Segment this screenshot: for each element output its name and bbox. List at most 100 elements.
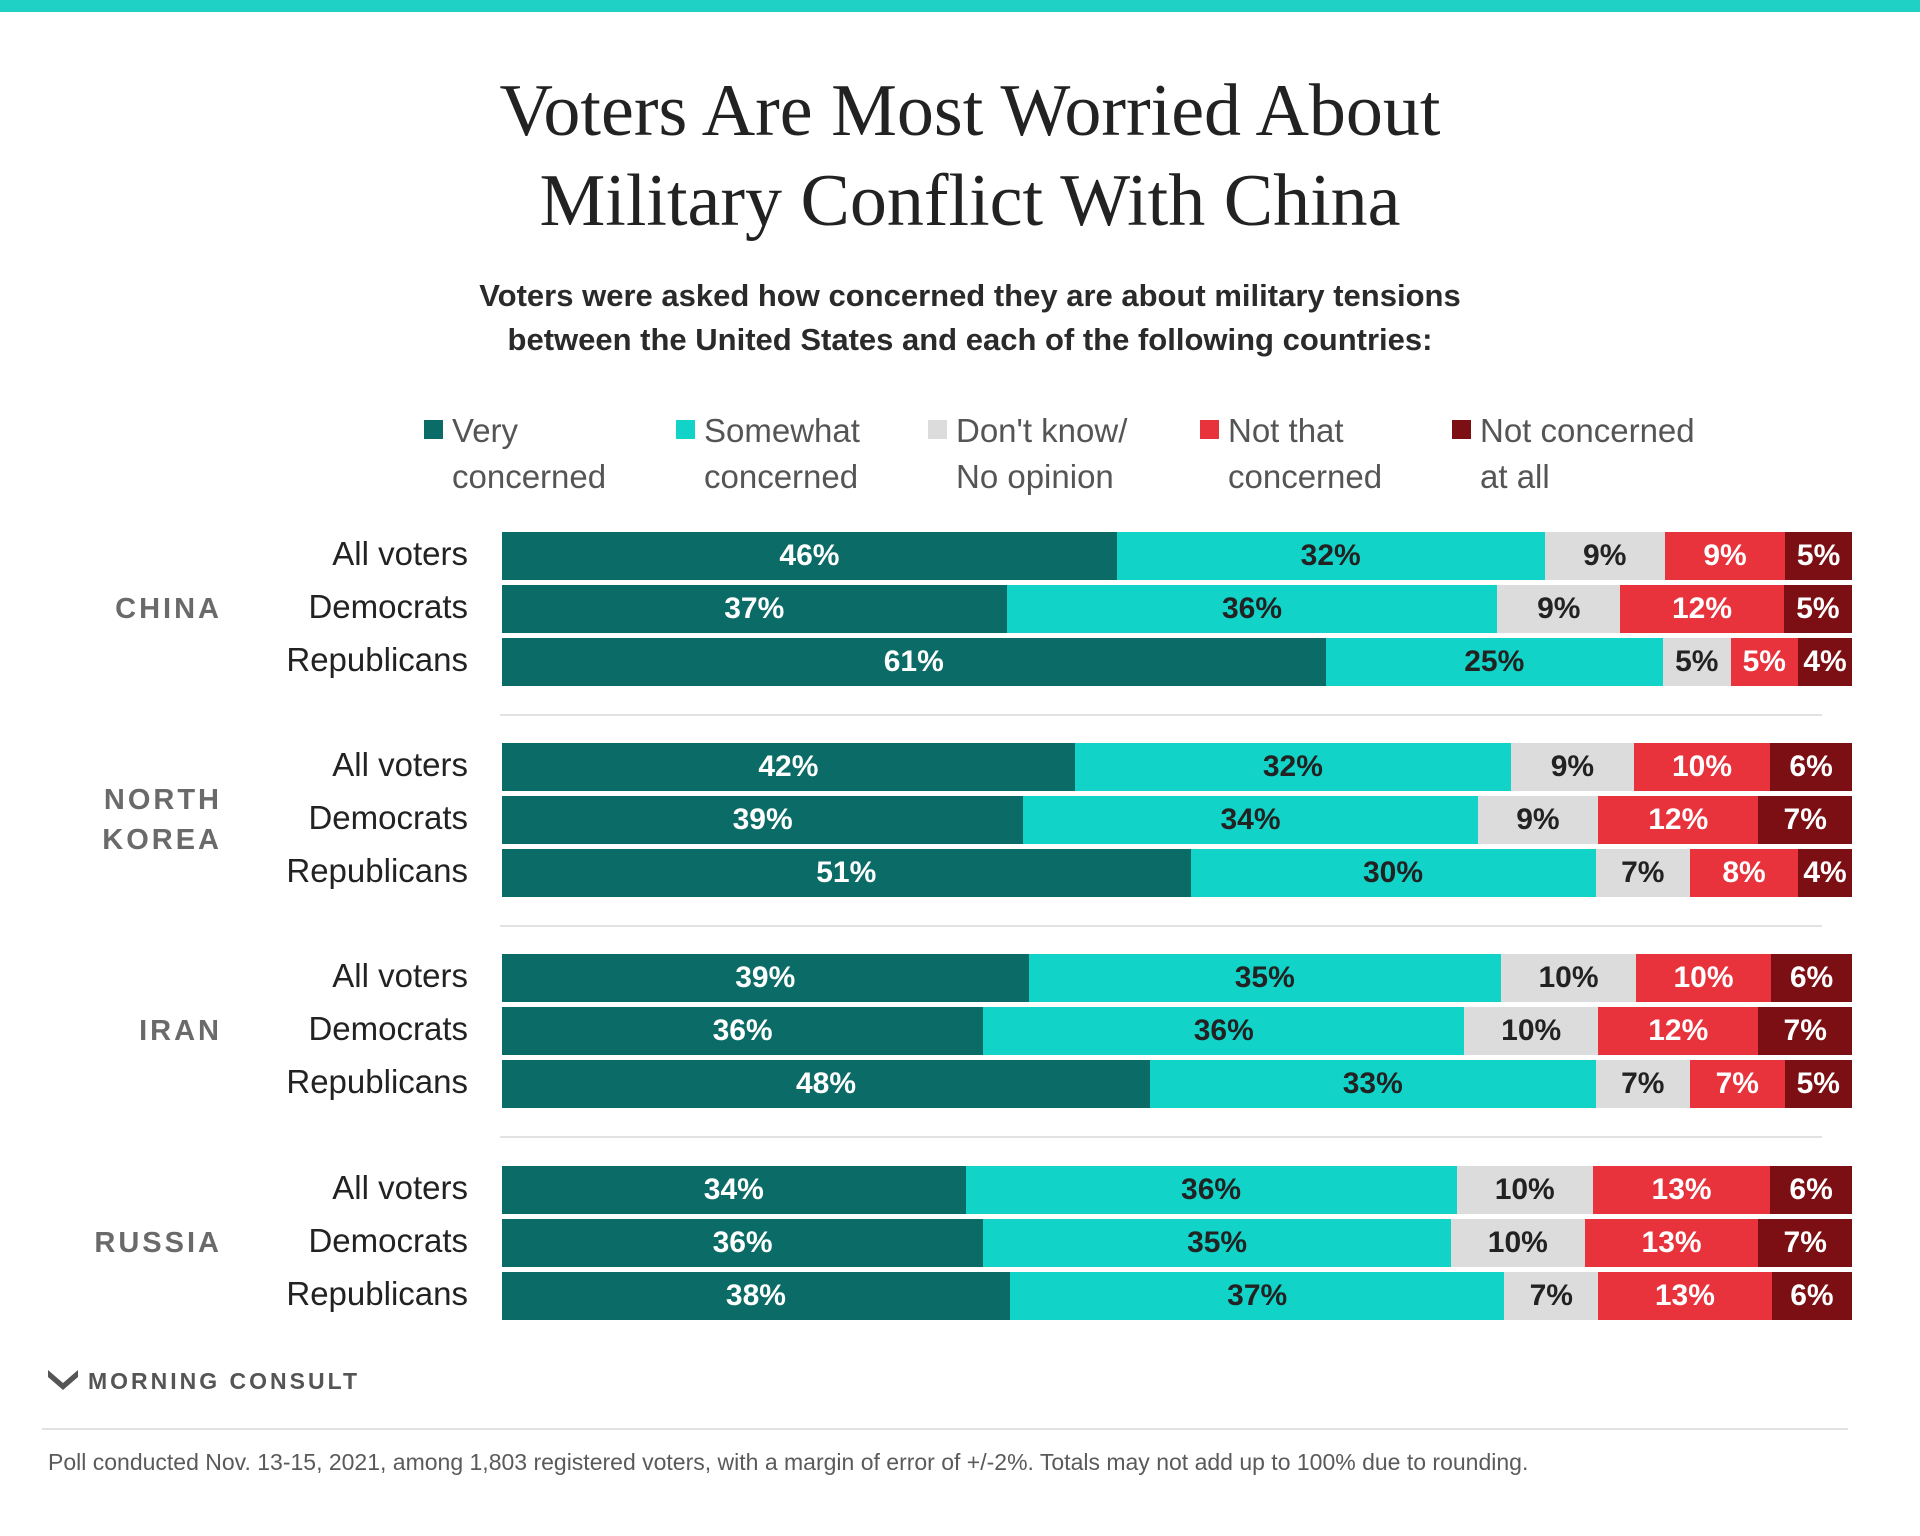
- legend-label: Very concerned: [452, 412, 607, 495]
- bar-segment: 35%: [983, 1219, 1451, 1267]
- bar-segment: 6%: [1770, 1166, 1852, 1214]
- row-label: Republicans: [286, 1063, 468, 1100]
- stacked-bar: 51% 30% 7% 8% 4%: [502, 849, 1852, 897]
- legend-swatch: [1200, 420, 1219, 439]
- bar-segment: 13%: [1592, 1166, 1771, 1214]
- legend-label: Don't know/ No opinion: [956, 412, 1128, 495]
- bar-segment: 5%: [1785, 532, 1852, 580]
- bar-segment: 36%: [502, 1007, 984, 1055]
- bar-segment: 30%: [1190, 849, 1596, 897]
- bar-segment: 9%: [1511, 743, 1634, 791]
- bar-segment: 8%: [1690, 849, 1798, 897]
- row-label: Republicans: [286, 641, 468, 678]
- stacked-bar: 36% 35% 10% 13% 7%: [502, 1219, 1852, 1267]
- bar-segment: 4%: [1798, 638, 1852, 686]
- bar-segment: 36%: [502, 1219, 984, 1267]
- row-label: All voters: [332, 535, 468, 572]
- bar-segment: 25%: [1325, 638, 1663, 686]
- stacked-bar: 61% 25% 5% 5% 4%: [502, 638, 1852, 686]
- legend-swatch: [928, 420, 947, 439]
- bar-segment: 37%: [1009, 1272, 1505, 1320]
- logo-text: MORNING CONSULT: [88, 1368, 361, 1394]
- bar-segment: 34%: [1023, 796, 1478, 844]
- stacked-bar: 46% 32% 9% 9% 5%: [502, 532, 1852, 580]
- bar-segment: 36%: [965, 1166, 1457, 1214]
- bar-segment: 9%: [1544, 532, 1665, 580]
- stacked-bar: 37% 36% 9% 12% 5%: [502, 585, 1852, 633]
- bar-segment: 32%: [1074, 743, 1512, 791]
- bar-segment: 46%: [502, 532, 1117, 580]
- stacked-bar: 38% 37% 7% 13% 6%: [502, 1272, 1852, 1320]
- bar-segment: 9%: [1497, 585, 1621, 633]
- bar-segment: 12%: [1598, 1007, 1759, 1055]
- chart-subtitle: Voters were asked how concerned they are…: [479, 278, 1461, 357]
- legend-swatch: [676, 420, 695, 439]
- group-label: CHINA: [115, 593, 222, 625]
- stacked-bar: 42% 32% 9% 10% 6%: [502, 743, 1852, 791]
- group-label: NORTH KOREA: [102, 784, 222, 856]
- bar-segment: 10%: [1633, 743, 1771, 791]
- chart-title: Voters Are Most Worried About Military C…: [499, 70, 1441, 242]
- bar-segment: 6%: [1770, 743, 1852, 791]
- bar-segment: 7%: [1758, 1219, 1852, 1267]
- bar-segment: 5%: [1783, 585, 1852, 633]
- bar-segment: 34%: [502, 1166, 966, 1214]
- bar-segment: 48%: [502, 1060, 1150, 1108]
- legend-swatch: [1452, 420, 1471, 439]
- bar-segment: 12%: [1620, 585, 1784, 633]
- bar-segment: 7%: [1504, 1272, 1599, 1320]
- row-label: All voters: [332, 1169, 468, 1206]
- bar-segment: 5%: [1663, 638, 1731, 686]
- legend-label: Not concerned at all: [1480, 412, 1695, 495]
- bar-segment: 38%: [502, 1272, 1010, 1320]
- bar-segment: 61%: [502, 638, 1326, 686]
- bar-segment: 5%: [1730, 638, 1798, 686]
- bar-segment: 12%: [1598, 796, 1759, 844]
- bar-segment: 10%: [1636, 954, 1771, 1002]
- stacked-bar: 34% 36% 10% 13% 6%: [502, 1166, 1852, 1214]
- group-divider: [500, 1136, 1822, 1138]
- row-label: All voters: [332, 746, 468, 783]
- bar-segment: 13%: [1584, 1219, 1759, 1267]
- bar-segment: 37%: [502, 585, 1007, 633]
- row-label: Democrats: [308, 799, 468, 836]
- footnote: Poll conducted Nov. 13-15, 2021, among 1…: [48, 1449, 1529, 1475]
- stacked-bar: 39% 35% 10% 10% 6%: [502, 954, 1852, 1002]
- bar-segment: 9%: [1477, 796, 1599, 844]
- morning-consult-logo-icon: [48, 1370, 78, 1390]
- row-label: Republicans: [286, 1275, 468, 1312]
- bar-segment: 10%: [1451, 1219, 1585, 1267]
- legend-label: Not that concerned: [1228, 412, 1383, 495]
- bar-segment: 7%: [1595, 849, 1690, 897]
- bar-segment: 32%: [1116, 532, 1545, 580]
- row-label: Democrats: [308, 588, 468, 625]
- row-label: Democrats: [308, 1222, 468, 1259]
- bar-segment: 35%: [1028, 954, 1501, 1002]
- row-label: Democrats: [308, 1010, 468, 1047]
- top-accent-bar: [0, 0, 1920, 12]
- bar-segment: 33%: [1150, 1060, 1596, 1108]
- bar-segment: 10%: [1456, 1166, 1593, 1214]
- bar-segment: 7%: [1690, 1060, 1785, 1108]
- bar-segment: 36%: [1006, 585, 1498, 633]
- bar-segment: 7%: [1758, 1007, 1852, 1055]
- bar-segment: 42%: [502, 743, 1075, 791]
- bar-segment: 4%: [1798, 849, 1852, 897]
- group-divider: [500, 925, 1822, 927]
- group-label: RUSSIA: [94, 1227, 222, 1259]
- bar-segment: 5%: [1784, 1060, 1852, 1108]
- bar-segment: 6%: [1771, 1272, 1852, 1320]
- stacked-bar: 36% 36% 10% 12% 7%: [502, 1007, 1852, 1055]
- stacked-bar: 39% 34% 9% 12% 7%: [502, 796, 1852, 844]
- bar-segment: 39%: [502, 954, 1029, 1002]
- bar-segment: 10%: [1501, 954, 1636, 1002]
- bar-segment: 51%: [502, 849, 1191, 897]
- group-label: IRAN: [139, 1015, 222, 1047]
- legend-swatch: [424, 420, 443, 439]
- bar-segment: 13%: [1598, 1272, 1772, 1320]
- bar-segment: 39%: [502, 796, 1024, 844]
- footer-divider: [42, 1428, 1848, 1430]
- row-label: Republicans: [286, 852, 468, 889]
- row-label: All voters: [332, 957, 468, 994]
- bar-segment: 7%: [1595, 1060, 1690, 1108]
